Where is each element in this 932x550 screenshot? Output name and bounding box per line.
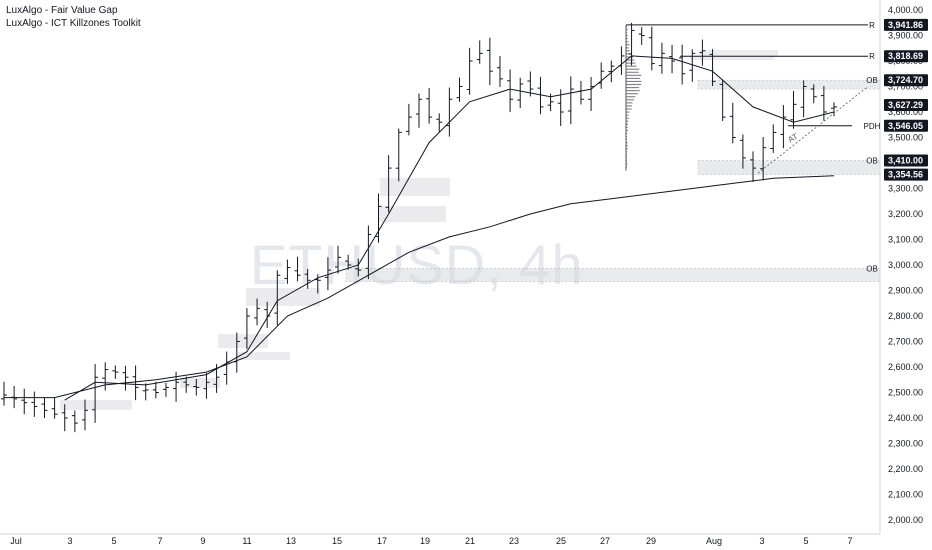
price-axis-marker-label: 3,546.05: [888, 121, 923, 131]
price-axis-tick-label: 2,200.00: [888, 464, 923, 474]
volume-profile-bar: [626, 44, 630, 45]
volume-profile-bar: [626, 69, 639, 70]
volume-profile-bar: [626, 105, 632, 106]
time-axis-tick-label: 27: [600, 536, 610, 546]
price-axis-tick-label: 2,000.00: [888, 515, 923, 525]
fvg-zone: [380, 178, 450, 196]
volume-profile-bar: [626, 90, 640, 91]
price-axis-tick-label: 4,000.00: [888, 5, 923, 15]
volume-profile-bar: [626, 84, 641, 85]
volume-profile-bar: [626, 78, 640, 79]
time-axis-tick-label: 9: [200, 536, 205, 546]
price-axis-tick-label: 3,200.00: [888, 209, 923, 219]
price-axis-tick-label: 3,500.00: [888, 133, 923, 143]
price-axis-tick-label: 2,700.00: [888, 337, 923, 347]
price-axis-tick-label: 2,100.00: [888, 490, 923, 500]
volume-profile-bar: [626, 87, 639, 88]
level-tag-label: PDH: [864, 122, 881, 131]
fvg-zone: [238, 352, 290, 360]
order-block-zone: [698, 160, 880, 174]
price-axis-tick-label: 3,000.00: [888, 260, 923, 270]
volume-profile-bar: [626, 63, 635, 64]
volume-profile-bar: [626, 99, 634, 100]
volume-profile-bar: [626, 75, 641, 76]
price-axis-tick-label: 2,800.00: [888, 311, 923, 321]
time-axis-tick-label: 5: [111, 536, 116, 546]
trendline-label: AT: [787, 132, 800, 145]
price-axis-tick-label: 2,600.00: [888, 362, 923, 372]
level-tag-label: OB: [866, 76, 878, 85]
price-axis-tick-label: 2,300.00: [888, 439, 923, 449]
time-axis-tick-label: 7: [157, 536, 162, 546]
time-axis-tick-label: 29: [646, 536, 656, 546]
time-axis-tick-label: 19: [420, 536, 430, 546]
time-axis-tick-label: 5: [803, 536, 808, 546]
level-tag-label: R: [869, 52, 875, 61]
indicator-legend: LuxAlgo - Fair Value Gap LuxAlgo - ICT K…: [6, 4, 141, 30]
volume-profile-bar: [626, 108, 632, 109]
fvg-zone: [218, 334, 268, 348]
order-block-zone: [698, 80, 880, 89]
time-axis-tick-label: 25: [556, 536, 566, 546]
price-axis-marker-label: 3,627.29: [888, 100, 923, 110]
time-axis-tick-label: 15: [332, 536, 342, 546]
time-axis-tick-label: 11: [242, 536, 251, 546]
price-axis-tick-label: 3,300.00: [888, 184, 923, 194]
volume-profile-bar: [626, 81, 641, 82]
indicator-legend-item-killzones[interactable]: LuxAlgo - ICT Killzones Toolkit: [6, 17, 141, 30]
price-axis-tick-label: 3,900.00: [888, 31, 923, 41]
volume-profile-bar: [626, 93, 638, 94]
level-tag-label: OB: [866, 156, 878, 165]
volume-profile-bar: [626, 50, 630, 51]
fvg-zone: [700, 50, 778, 56]
volume-profile-bar: [626, 111, 630, 112]
indicator-legend-item-fvg[interactable]: LuxAlgo - Fair Value Gap: [6, 4, 141, 17]
volume-profile-bar: [626, 66, 637, 67]
price-axis-marker-label: 3,724.70: [888, 75, 923, 85]
time-axis-tick-label: Jul: [10, 536, 22, 546]
time-axis-tick-label: 3: [67, 536, 72, 546]
price-axis-tick-label: 2,500.00: [888, 388, 923, 398]
time-axis-tick-label: 17: [377, 536, 387, 546]
level-tag-label: OB: [866, 264, 878, 273]
time-axis-tick-label: 21: [465, 536, 475, 546]
time-axis-tick-label: Aug: [706, 536, 722, 546]
time-axis-tick-label: 13: [286, 536, 296, 546]
time-axis-tick-label: 23: [509, 536, 519, 546]
time-axis-tick-label: 7: [847, 536, 852, 546]
time-axis-tick-label: 3: [759, 536, 764, 546]
price-axis-marker-label: 3,410.00: [888, 155, 923, 165]
price-axis-marker-label: 3,354.56: [888, 170, 923, 180]
order-block-zone: [346, 268, 880, 281]
price-axis-tick-label: 2,400.00: [888, 413, 923, 423]
level-tag-label: R: [869, 21, 875, 30]
fvg-zone: [60, 400, 132, 410]
volume-profile-bar: [626, 102, 633, 103]
price-axis-marker-label: 3,818.69: [888, 51, 923, 61]
price-axis-marker-label: 3,941.86: [888, 20, 923, 30]
price-axis-tick-label: 2,900.00: [888, 286, 923, 296]
price-axis-tick-label: 3,100.00: [888, 235, 923, 245]
volume-profile-bar: [626, 96, 635, 97]
volume-profile-bar: [626, 72, 639, 73]
